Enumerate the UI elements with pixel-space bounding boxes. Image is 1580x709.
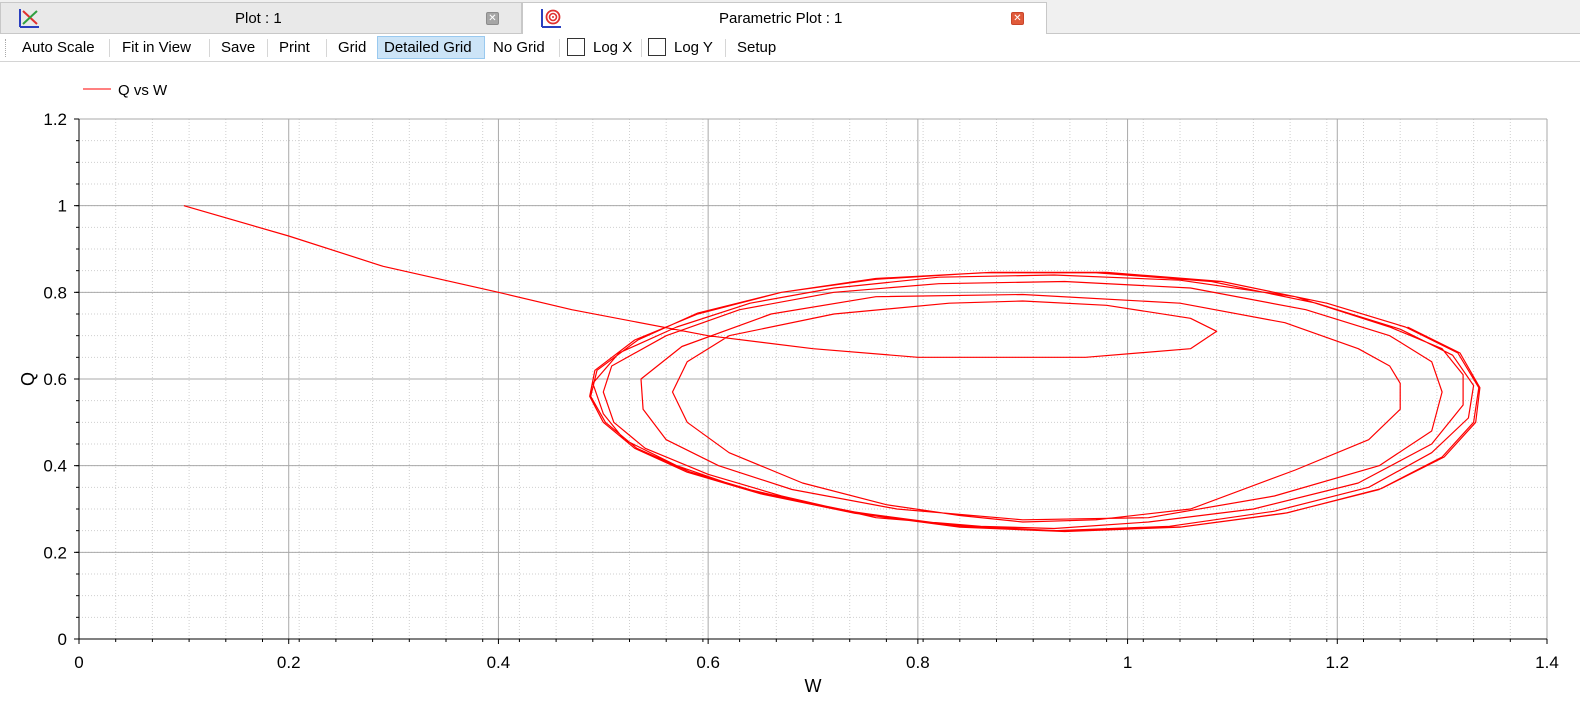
- legend: Q vs W: [83, 82, 168, 99]
- series-line-q-vs-w: [183, 205, 1481, 533]
- toolbar-separator: [559, 39, 560, 57]
- toolbar-separator: [326, 39, 327, 57]
- x-tick-label: 0.2: [277, 653, 301, 672]
- toolbar-separator: [209, 39, 210, 57]
- x-axis-label: W: [805, 676, 822, 696]
- setup-button[interactable]: Setup: [737, 39, 777, 56]
- plot-toolbar: Auto Scale Fit in View Save Print Grid D…: [0, 34, 1580, 62]
- parametric-plot-icon: [541, 9, 561, 28]
- toolbar-separator: [109, 39, 110, 57]
- fit-in-view-button[interactable]: Fit in View: [122, 39, 191, 56]
- save-button[interactable]: Save: [221, 39, 256, 56]
- tab-label: Parametric Plot : 1: [719, 10, 843, 27]
- y-tick-label: 0.2: [43, 543, 67, 562]
- y-tick-label: 0.4: [43, 457, 67, 476]
- legend-label: Q vs W: [118, 82, 168, 99]
- toolbar-separator: [641, 39, 642, 57]
- no-grid-button[interactable]: No Grid: [493, 39, 545, 56]
- log-y-label[interactable]: Log Y: [674, 39, 713, 56]
- y-tick-label: 0.6: [43, 370, 67, 389]
- x-tick-label: 1: [1123, 653, 1132, 672]
- detailed-grid-button[interactable]: Detailed Grid: [377, 36, 485, 59]
- grid-button[interactable]: Grid: [338, 39, 367, 56]
- log-x-checkbox[interactable]: [567, 38, 585, 56]
- x-tick-label: 0.4: [487, 653, 511, 672]
- series-layer: [183, 205, 1481, 533]
- line-plot-icon: [19, 9, 39, 28]
- close-icon[interactable]: ✕: [486, 12, 499, 25]
- log-y-checkbox[interactable]: [648, 38, 666, 56]
- y-tick-label: 1.2: [43, 110, 67, 129]
- auto-scale-button[interactable]: Auto Scale: [22, 39, 95, 56]
- y-axis-label: Q: [18, 372, 38, 386]
- log-x-label[interactable]: Log X: [593, 39, 633, 56]
- tab-parametric-plot-1[interactable]: Parametric Plot : 1 ✕: [522, 2, 1047, 34]
- tab-label: Plot : 1: [235, 10, 282, 27]
- print-button[interactable]: Print: [279, 39, 310, 56]
- y-tick-label: 1: [58, 197, 67, 216]
- x-tick-label: 0.8: [906, 653, 930, 672]
- x-tick-label: 0.6: [696, 653, 720, 672]
- tab-bar: Plot : 1 ✕ Parametric Plot : 1 ✕: [0, 0, 1580, 34]
- x-axis-ticks: 0 0.2 0.4 0.6 0.8 1 1.2 1.4: [74, 639, 1559, 672]
- x-tick-label: 1.4: [1535, 653, 1559, 672]
- close-icon[interactable]: ✕: [1011, 12, 1024, 25]
- toolbar-separator: [725, 39, 726, 57]
- y-tick-label: 0.8: [43, 283, 67, 302]
- tab-plot-1[interactable]: Plot : 1 ✕: [0, 2, 522, 33]
- parametric-plot-area[interactable]: 0 0.2 0.4 0.6 0.8 1 1.2 1.4 0 0.2 0.4 0.6 0.8 1 1.2 Q…: [0, 62, 1580, 709]
- x-tick-label: 0: [74, 653, 83, 672]
- toolbar-grip[interactable]: [5, 39, 8, 57]
- y-axis-ticks: 0 0.2 0.4 0.6 0.8 1 1.2: [43, 110, 79, 649]
- x-tick-label: 1.2: [1325, 653, 1349, 672]
- y-tick-label: 0: [58, 630, 67, 649]
- toolbar-separator: [267, 39, 268, 57]
